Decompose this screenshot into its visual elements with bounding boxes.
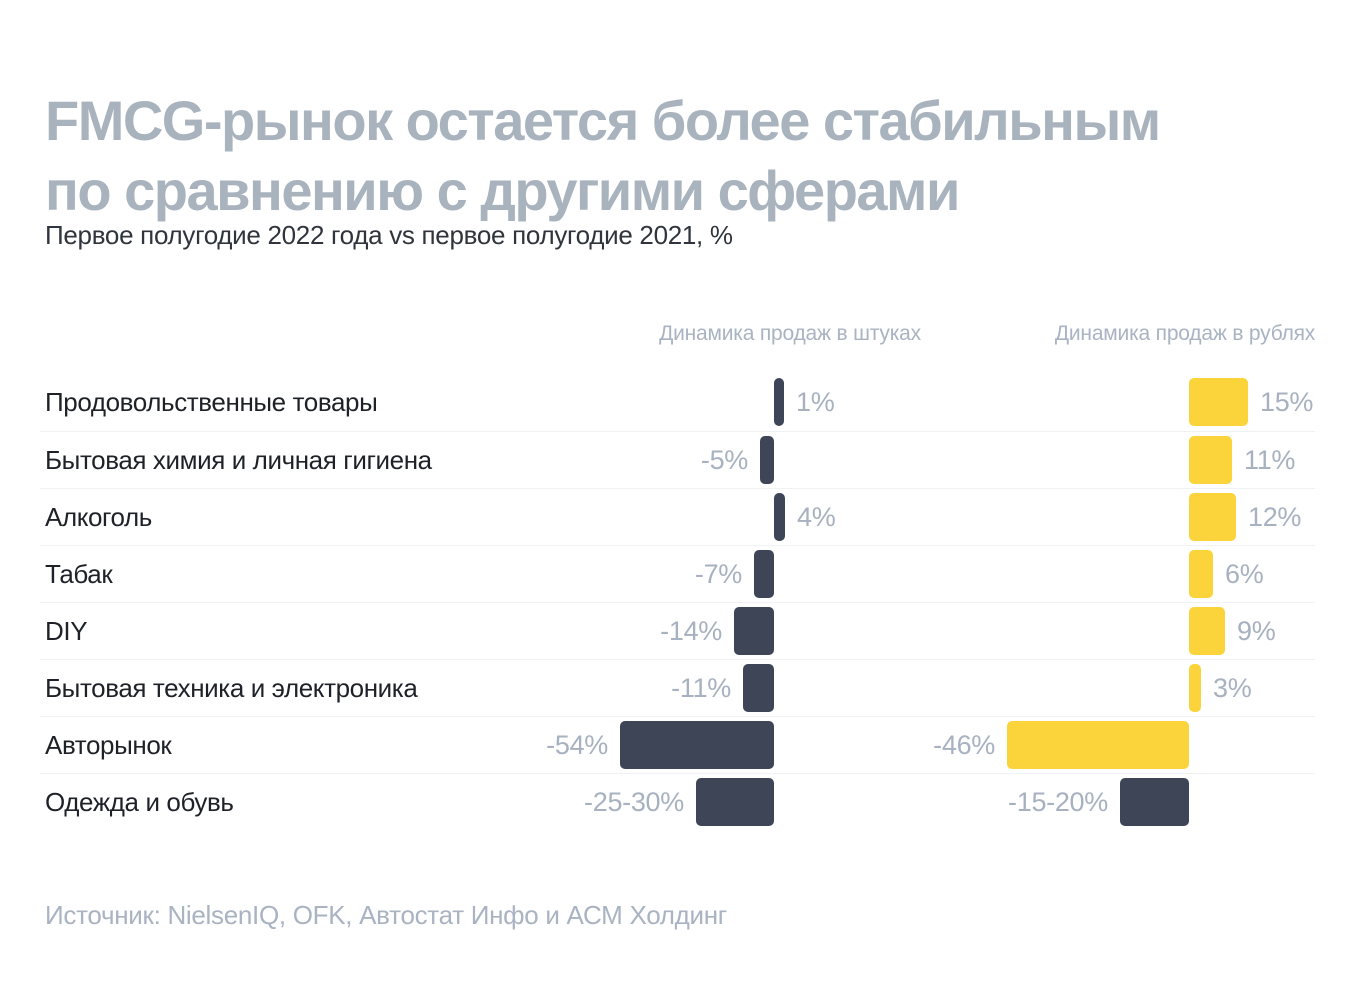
units-bar — [760, 436, 774, 484]
units-value-label: -7% — [694, 559, 742, 589]
units-bar — [774, 493, 785, 541]
category-label: Продовольственные товары — [45, 387, 378, 417]
chart-row: Одежда и обувь -25-30% -15-20% — [40, 773, 1315, 830]
units-bar — [743, 664, 774, 712]
units-value-label: -5% — [700, 445, 748, 475]
rubles-value-label: -46% — [933, 730, 995, 760]
rubles-bar — [1189, 550, 1213, 598]
rubles-value-label: 3% — [1213, 673, 1252, 703]
units-value-label: 4% — [797, 502, 836, 532]
chart-row: Табак -7% 6% — [40, 545, 1315, 602]
rubles-bar — [1189, 378, 1248, 426]
chart-rows: Продовольственные товары 1% 15% Бытовая хим… — [40, 374, 1315, 830]
category-label: Авторынок — [45, 730, 172, 760]
rubles-bar — [1120, 778, 1189, 826]
page-title-line-1: FMCG-рынок остается более стабильным — [45, 88, 1161, 152]
units-bar — [754, 550, 774, 598]
category-label: Бытовая химия и личная гигиена — [45, 445, 432, 475]
units-bar — [734, 607, 774, 655]
chart-row: Бытовая химия и личная гигиена -5% 11% — [40, 431, 1315, 488]
units-bar — [696, 778, 774, 826]
units-bar — [620, 721, 774, 769]
rubles-bar — [1189, 664, 1201, 712]
units-value-label: 1% — [796, 387, 835, 417]
category-label: Бытовая техника и электроника — [45, 673, 418, 703]
category-label: Одежда и обувь — [45, 787, 234, 817]
units-value-label: -54% — [546, 730, 608, 760]
units-value-label: -11% — [671, 673, 731, 703]
rubles-bar — [1007, 721, 1189, 769]
chart-subtitle: Первое полугодие 2022 года vs первое пол… — [45, 220, 733, 250]
source-note: Источник: NielsenIQ, OFK, Автостат Инфо … — [45, 900, 727, 930]
category-label: DIY — [45, 616, 88, 646]
rubles-bar — [1189, 436, 1232, 484]
page-title: FMCG-рынок остается более стабильным по … — [45, 86, 1161, 226]
rubles-value-label: -15-20% — [1008, 787, 1108, 817]
rubles-value-label: 6% — [1225, 559, 1264, 589]
category-label: Табак — [45, 559, 113, 589]
chart-row: Авторынок -54% -46% — [40, 716, 1315, 773]
rubles-value-label: 11% — [1244, 445, 1296, 475]
chart-row: Алкоголь 4% 12% — [40, 488, 1315, 545]
rubles-value-label: 9% — [1237, 616, 1276, 646]
chart-row: Бытовая техника и электроника -11% 3% — [40, 659, 1315, 716]
rubles-bar — [1189, 607, 1225, 655]
category-label: Алкоголь — [45, 502, 152, 532]
units-value-label: -14% — [660, 616, 722, 646]
rubles-bar — [1189, 493, 1236, 541]
units-value-label: -25-30% — [584, 787, 684, 817]
units-bar — [774, 378, 784, 426]
rubles-value-label: 12% — [1248, 502, 1302, 532]
column-header-rubles: Динамика продаж в рублях — [1054, 322, 1316, 345]
page-title-line-2: по сравнению с другими сферами — [45, 158, 960, 222]
column-header-units: Динамика продаж в штуках — [659, 322, 921, 345]
rubles-value-label: 15% — [1260, 387, 1314, 417]
chart-row: DIY -14% 9% — [40, 602, 1315, 659]
chart-row: Продовольственные товары 1% 15% — [40, 374, 1315, 431]
